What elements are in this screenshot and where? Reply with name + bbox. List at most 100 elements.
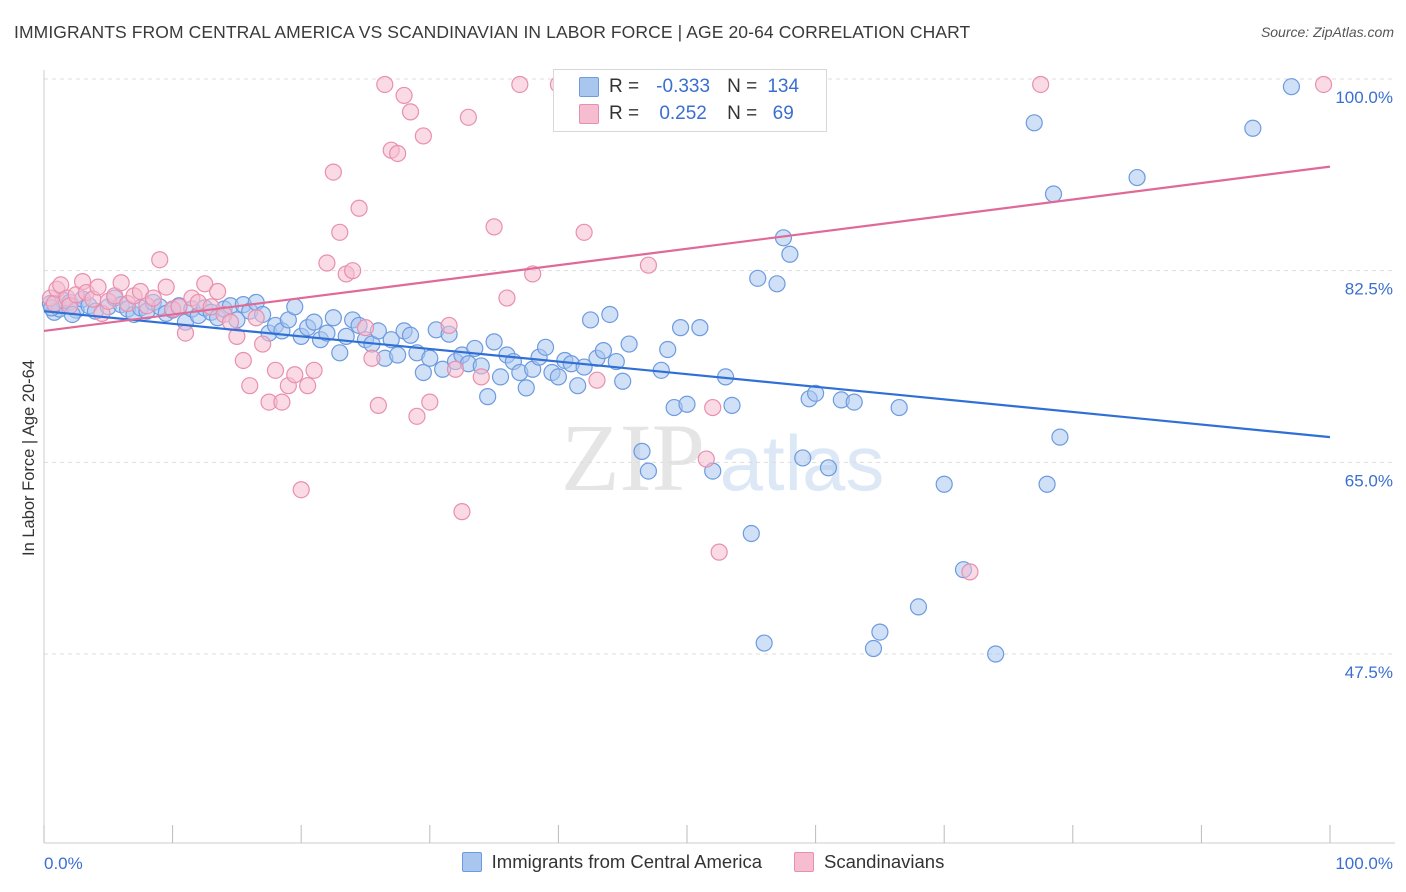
point-central-america: [871, 623, 889, 641]
point-scandinavians: [446, 360, 465, 378]
point-central-america: [491, 368, 510, 386]
point-central-america: [749, 269, 767, 287]
point-scandinavians: [511, 75, 529, 94]
legend-row-pink: R = 0.252 N = 69: [579, 102, 809, 126]
watermark-zip: ZIP: [561, 404, 705, 511]
pink-swatch: [794, 852, 815, 872]
y-tick-label: 82.5%: [1345, 280, 1393, 299]
legend-item-central-america: Immigrants from Central America: [461, 851, 763, 873]
point-scandinavians: [305, 361, 323, 379]
point-central-america: [890, 398, 908, 417]
point-scandinavians: [273, 393, 291, 411]
point-scandinavians: [498, 289, 516, 307]
point-central-america: [382, 331, 400, 349]
point-scandinavians: [401, 103, 420, 121]
point-scandinavians: [144, 289, 162, 307]
point-central-america: [659, 340, 677, 359]
point-central-america: [678, 395, 696, 413]
point-scandinavians: [395, 86, 413, 105]
point-scandinavians: [350, 199, 368, 217]
point-scandinavians: [1314, 75, 1333, 94]
point-central-america: [742, 524, 760, 543]
y-axis-label: In Labor Force | Age 20-64: [20, 360, 38, 556]
point-scandinavians: [170, 298, 188, 316]
point-central-america: [755, 634, 773, 652]
point-scandinavians: [453, 503, 471, 521]
series-legend: Immigrants from Central America Scandina…: [0, 851, 1406, 873]
point-scandinavians: [363, 349, 381, 367]
point-central-america: [479, 388, 497, 406]
point-scandinavians: [639, 256, 658, 274]
y-tick-label: 47.5%: [1345, 663, 1393, 682]
chart-title: IMMIGRANTS FROM CENTRAL AMERICA VS SCAND…: [14, 22, 971, 42]
trend-lines: [43, 165, 1331, 439]
point-scandinavians: [176, 324, 195, 342]
x-tick-label-max: 100.0%: [1335, 854, 1393, 873]
point-central-america: [517, 379, 535, 397]
point-central-america: [723, 396, 741, 414]
point-scandinavians: [196, 275, 214, 293]
point-scandinavians: [344, 262, 362, 280]
point-central-america: [987, 645, 1005, 663]
point-scandinavians: [286, 366, 304, 384]
point-scandinavians: [421, 393, 439, 411]
point-central-america: [536, 338, 555, 356]
series-scandinavians-points: [41, 75, 1333, 581]
point-central-america: [594, 342, 613, 360]
point-central-america: [633, 442, 651, 460]
point-central-america: [331, 344, 349, 362]
point-central-america: [1038, 475, 1056, 493]
point-scandinavians: [697, 450, 715, 468]
point-scandinavians: [961, 563, 979, 581]
tick-labels: 47.5% 65.0% 82.5% 100.0% 0.0% 100.0%: [44, 88, 1393, 873]
point-scandinavians: [414, 127, 432, 145]
blue-swatch: [461, 852, 482, 872]
point-scandinavians: [221, 313, 240, 331]
point-central-america: [691, 319, 709, 337]
point-scandinavians: [247, 309, 265, 327]
axes: [43, 70, 1395, 844]
point-central-america: [620, 335, 638, 353]
point-central-america: [671, 319, 690, 337]
point-scandinavians: [331, 223, 349, 241]
point-central-america: [305, 313, 323, 331]
point-scandinavians: [1032, 75, 1050, 94]
point-scandinavians: [389, 144, 407, 163]
point-scandinavians: [254, 335, 272, 353]
point-scandinavians: [292, 481, 310, 499]
point-central-america: [639, 462, 658, 480]
n-label: N =: [727, 76, 758, 97]
point-central-america: [1244, 119, 1262, 137]
point-central-america: [768, 275, 786, 293]
x-tick-label-min: 0.0%: [44, 854, 83, 873]
point-central-america: [794, 449, 812, 467]
point-scandinavians: [89, 278, 107, 296]
point-scandinavians: [704, 398, 722, 417]
point-scandinavians: [376, 75, 394, 94]
source-label: Source: ZipAtlas.com: [1260, 24, 1394, 40]
pink-swatch: [579, 104, 599, 124]
point-central-america: [485, 333, 503, 351]
point-central-america: [1282, 78, 1301, 96]
point-central-america: [324, 309, 342, 327]
point-central-america: [819, 459, 838, 477]
n-value-pink: 69: [772, 103, 794, 124]
r-value-blue: -0.333: [656, 76, 711, 97]
point-central-america: [806, 384, 825, 402]
legend-label-central-america: Immigrants from Central America: [491, 851, 763, 872]
point-central-america: [389, 346, 407, 364]
point-central-america: [607, 352, 625, 371]
y-tick-label: 100.0%: [1335, 88, 1393, 107]
point-central-america: [318, 324, 336, 342]
legend-row-blue: R = -0.333 N = 134: [579, 75, 809, 99]
point-scandinavians: [318, 254, 336, 272]
point-scandinavians: [472, 368, 490, 386]
point-central-america: [781, 245, 799, 263]
series-central-america-points: [41, 78, 1301, 663]
point-scandinavians: [408, 407, 426, 425]
n-value-blue: 134: [767, 76, 800, 97]
point-scandinavians: [459, 108, 477, 126]
point-scandinavians: [112, 274, 130, 292]
point-scandinavians: [575, 223, 593, 241]
point-central-america: [421, 349, 439, 367]
